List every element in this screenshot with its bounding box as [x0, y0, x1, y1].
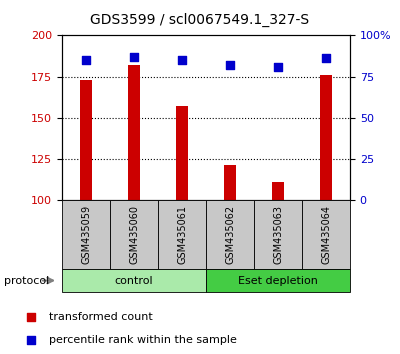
Point	[131, 54, 137, 59]
Point	[28, 337, 34, 343]
Bar	[62, 269, 206, 292]
Bar	[80, 80, 92, 200]
Text: Eset depletion: Eset depletion	[238, 275, 318, 286]
Point	[275, 64, 281, 69]
Point	[28, 314, 34, 320]
Bar	[272, 182, 284, 200]
Bar	[62, 200, 110, 269]
Text: GSM435059: GSM435059	[81, 205, 91, 264]
Bar	[206, 200, 254, 269]
Text: GSM435062: GSM435062	[225, 205, 235, 264]
Bar	[110, 200, 158, 269]
Text: GSM435061: GSM435061	[177, 205, 187, 264]
Bar	[302, 200, 350, 269]
Bar	[254, 200, 302, 269]
Text: GSM435060: GSM435060	[129, 205, 139, 264]
Text: percentile rank within the sample: percentile rank within the sample	[49, 335, 237, 346]
Bar	[224, 165, 236, 200]
Text: GSM435063: GSM435063	[273, 205, 283, 264]
Point	[323, 56, 329, 61]
Bar	[206, 269, 350, 292]
Text: transformed count: transformed count	[49, 312, 152, 322]
Point	[179, 57, 185, 63]
Point	[227, 62, 233, 68]
Point	[83, 57, 89, 63]
Bar	[128, 65, 140, 200]
Text: control: control	[115, 275, 153, 286]
Text: GSM435064: GSM435064	[321, 205, 331, 264]
Bar	[176, 106, 188, 200]
Text: GDS3599 / scl0067549.1_327-S: GDS3599 / scl0067549.1_327-S	[90, 12, 310, 27]
Bar	[158, 200, 206, 269]
Bar	[320, 75, 332, 200]
Text: protocol: protocol	[4, 275, 49, 286]
